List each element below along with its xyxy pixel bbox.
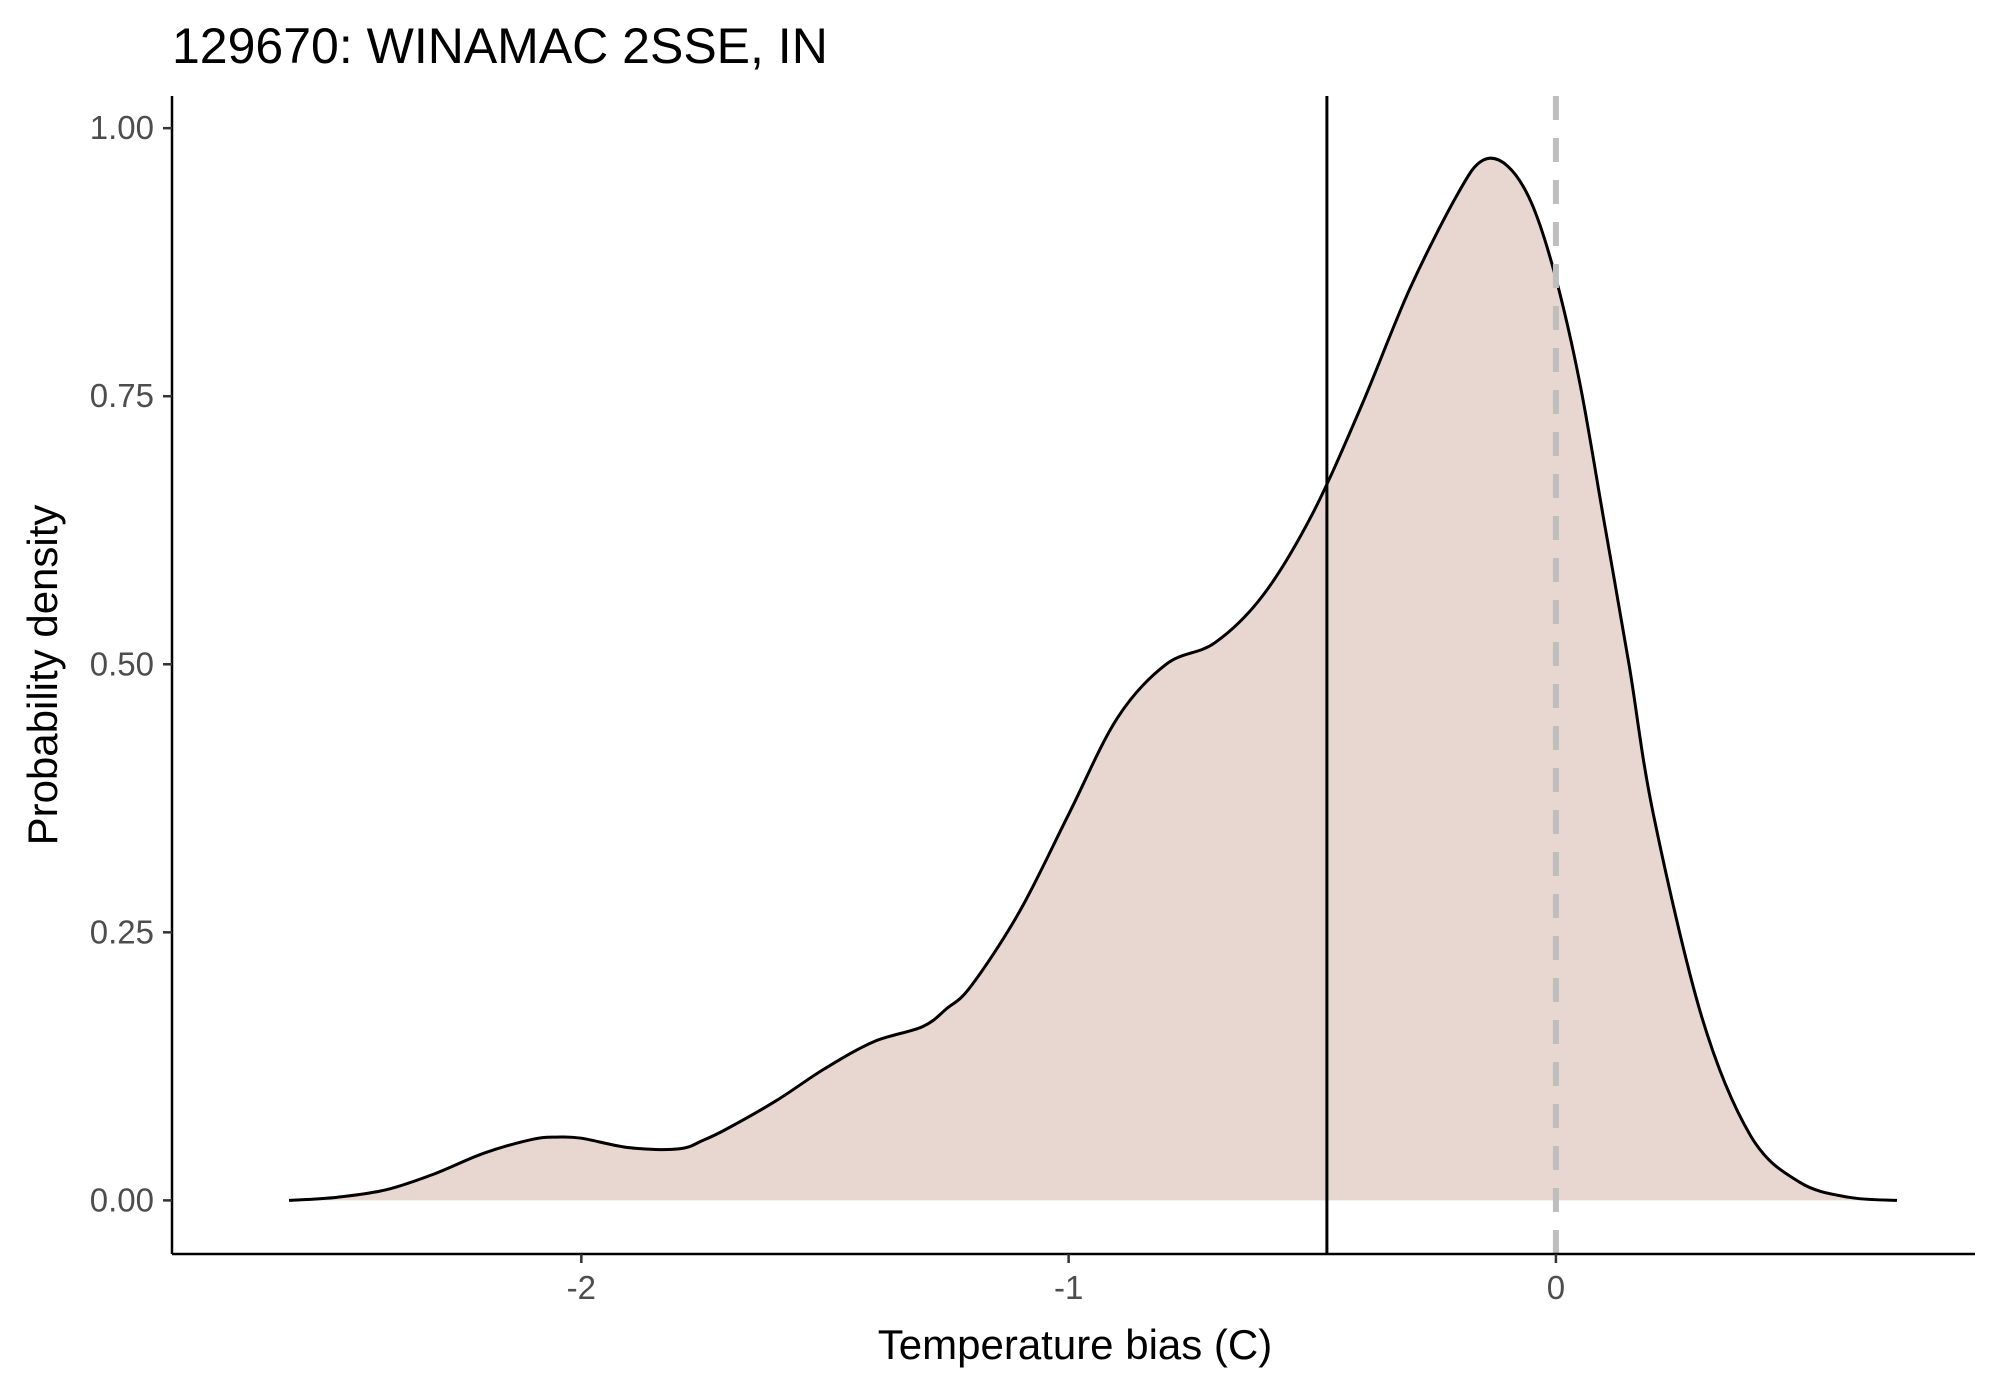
density-area-fill xyxy=(289,158,1897,1201)
x-tick-label: 0 xyxy=(1547,1269,1565,1306)
chart-title: 129670: WINAMAC 2SSE, IN xyxy=(172,18,828,74)
x-tick-label: -2 xyxy=(567,1269,596,1306)
y-axis-title: Probability density xyxy=(19,505,66,846)
y-tick-label: 0.75 xyxy=(90,377,154,414)
plot-area xyxy=(288,96,1898,1254)
x-axis-title: Temperature bias (C) xyxy=(878,1321,1272,1368)
y-axis-ticks: 0.00 0.25 0.50 0.75 1.00 xyxy=(90,109,172,1218)
y-tick-label: 0.00 xyxy=(90,1181,154,1218)
x-tick-label: -1 xyxy=(1054,1269,1083,1306)
x-axis-ticks: -2 -1 0 xyxy=(567,1254,1565,1306)
density-curve xyxy=(288,156,1898,1202)
axes: 0.00 0.25 0.50 0.75 1.00 -2 -1 0 xyxy=(90,96,1975,1306)
y-tick-label: 0.25 xyxy=(90,913,154,950)
y-tick-label: 0.50 xyxy=(90,645,154,682)
y-tick-label: 1.00 xyxy=(90,109,154,146)
